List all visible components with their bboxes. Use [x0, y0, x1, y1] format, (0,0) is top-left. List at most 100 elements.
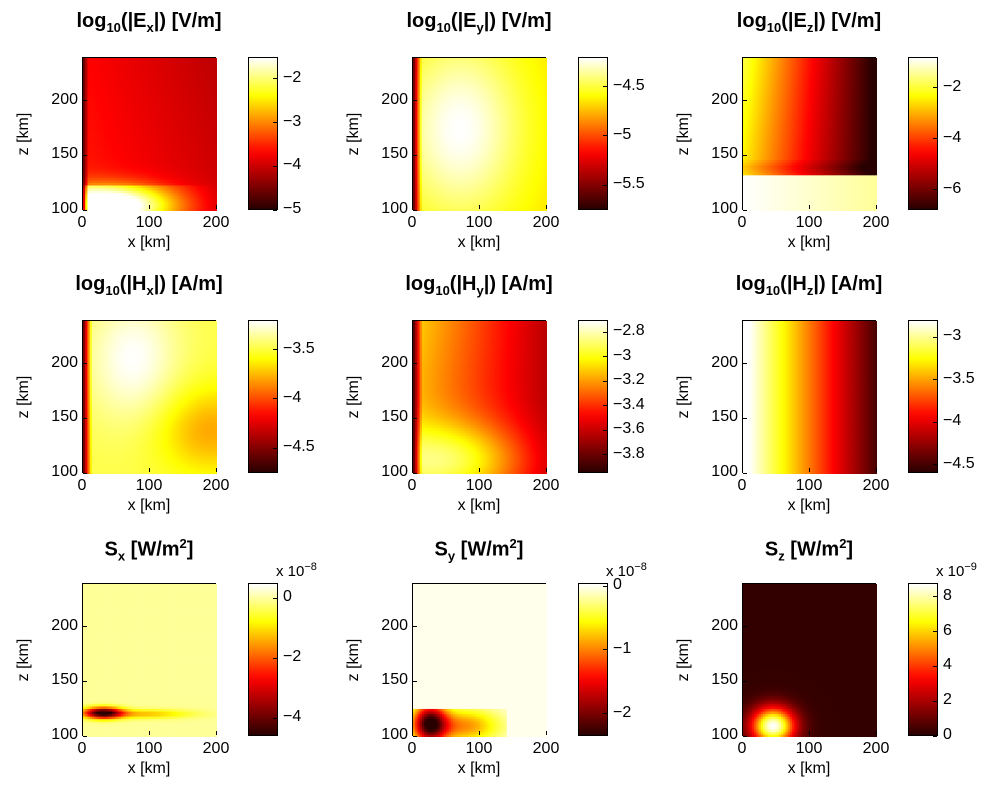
y-tick-label: 150 [711, 408, 738, 426]
title-subscript: z [778, 549, 785, 564]
title-base: log [737, 10, 767, 32]
x-tick-label: 0 [78, 477, 87, 495]
x-tick-label: 100 [136, 477, 163, 495]
heatmap-plot [82, 583, 217, 737]
y-tick-label: 150 [51, 671, 78, 689]
y-tick-mark [83, 100, 87, 102]
y-tick-label: 100 [51, 200, 78, 218]
colorbar-tick-label: −3.2 [613, 371, 645, 389]
heatmap-image [743, 321, 877, 474]
colorbar-tick-label: −4.5 [943, 455, 975, 473]
colorbar-tick-mark [603, 86, 607, 88]
title-subscript: x [118, 549, 125, 564]
x-tick-mark [741, 205, 743, 209]
x-tick-label: 200 [203, 477, 230, 495]
x-tick-mark [545, 205, 547, 209]
x-tick-mark [808, 731, 810, 735]
colorbar-tick-mark [933, 665, 937, 667]
colorbar-exponent: x 10−9 [936, 561, 977, 580]
x-tick-mark [478, 731, 480, 735]
title-base: S [765, 539, 778, 561]
y-tick-mark [743, 363, 747, 365]
exponent-base: x 10 [936, 563, 964, 580]
colorbar-tick-mark [273, 597, 277, 599]
y-axis-label: z [km] [675, 638, 693, 681]
heatmap-image [413, 584, 547, 737]
x-tick-label: 200 [863, 740, 890, 758]
panel-title: log10(|Hz|) [A/m] [736, 273, 883, 298]
y-tick-mark [743, 100, 747, 102]
colorbar-tick-label: 0 [943, 726, 952, 744]
title-component: 2 [510, 536, 517, 551]
colorbar [908, 320, 938, 473]
y-tick-label: 100 [381, 726, 408, 744]
colorbar [248, 320, 278, 473]
panel-title: Sz [W/m2] [765, 536, 853, 564]
colorbar-tick-mark [603, 713, 607, 715]
colorbar-tick-label: −4 [943, 412, 961, 430]
x-axis-label: x [km] [458, 234, 501, 252]
colorbar-tick-mark [933, 336, 937, 338]
colorbar [578, 57, 608, 210]
colorbar-tick-label: −1 [613, 640, 631, 658]
panel-title: log10(|Ey|) [V/m] [406, 10, 551, 35]
heatmap-plot [412, 57, 547, 211]
x-tick-mark [478, 468, 480, 472]
heatmap-plot [412, 320, 547, 474]
y-tick-label: 100 [711, 200, 738, 218]
y-tick-mark [743, 472, 747, 474]
title-end: |) [V/m] [484, 10, 552, 32]
colorbar [248, 583, 278, 736]
colorbar-tick-mark [933, 464, 937, 465]
y-tick-mark [743, 417, 747, 419]
y-tick-mark [413, 363, 417, 365]
y-tick-mark [743, 209, 747, 211]
y-tick-mark [83, 209, 87, 211]
x-tick-mark [215, 468, 217, 472]
colorbar-tick-label: −3.8 [613, 445, 645, 463]
colorbar-tick-mark [933, 735, 937, 737]
colorbar-tick-mark [603, 429, 607, 431]
colorbar-tick-label: −3.6 [613, 420, 645, 438]
y-tick-label: 150 [711, 145, 738, 163]
x-tick-mark [148, 731, 150, 735]
title-base: S [435, 539, 448, 561]
y-axis-label: z [km] [345, 375, 363, 418]
x-tick-mark [215, 205, 217, 209]
title-end: |) [A/m] [484, 273, 553, 295]
x-tick-mark [215, 731, 217, 735]
y-axis-label: z [km] [675, 112, 693, 155]
colorbar-tick-label: 4 [943, 656, 952, 674]
x-tick-mark [875, 731, 877, 735]
x-tick-label: 100 [136, 214, 163, 232]
panel-title: Sy [W/m2] [435, 536, 524, 564]
title-mid: (|H [780, 273, 807, 295]
colorbar-tick-mark [273, 209, 277, 211]
colorbar-tick-mark [933, 631, 937, 633]
x-tick-label: 0 [738, 214, 747, 232]
title-mid: [W/m [455, 539, 510, 561]
exponent-power: −8 [634, 561, 647, 573]
y-tick-mark [413, 735, 417, 737]
x-tick-mark [81, 205, 83, 209]
y-tick-label: 150 [381, 145, 408, 163]
colorbar-tick-mark [603, 135, 607, 137]
y-tick-label: 200 [711, 91, 738, 109]
colorbar-tick-label: −3.5 [943, 370, 975, 388]
heatmap-image [83, 321, 217, 474]
colorbar-tick-label: −2 [283, 69, 301, 87]
colorbar-tick-mark [603, 356, 607, 358]
y-axis-label: z [km] [345, 638, 363, 681]
y-tick-label: 150 [711, 671, 738, 689]
colorbar-tick-label: −3 [283, 113, 301, 131]
colorbar-tick-label: −4 [283, 389, 301, 407]
title-mid: (|H [120, 273, 147, 295]
title-component: z [807, 20, 814, 35]
colorbar-tick-mark [273, 78, 277, 80]
heatmap-image [83, 58, 217, 211]
colorbar [908, 583, 938, 736]
x-tick-label: 0 [408, 740, 417, 758]
title-mid: (|E [451, 10, 477, 32]
colorbar-tick-mark [603, 380, 607, 382]
title-end: ] [846, 539, 853, 561]
